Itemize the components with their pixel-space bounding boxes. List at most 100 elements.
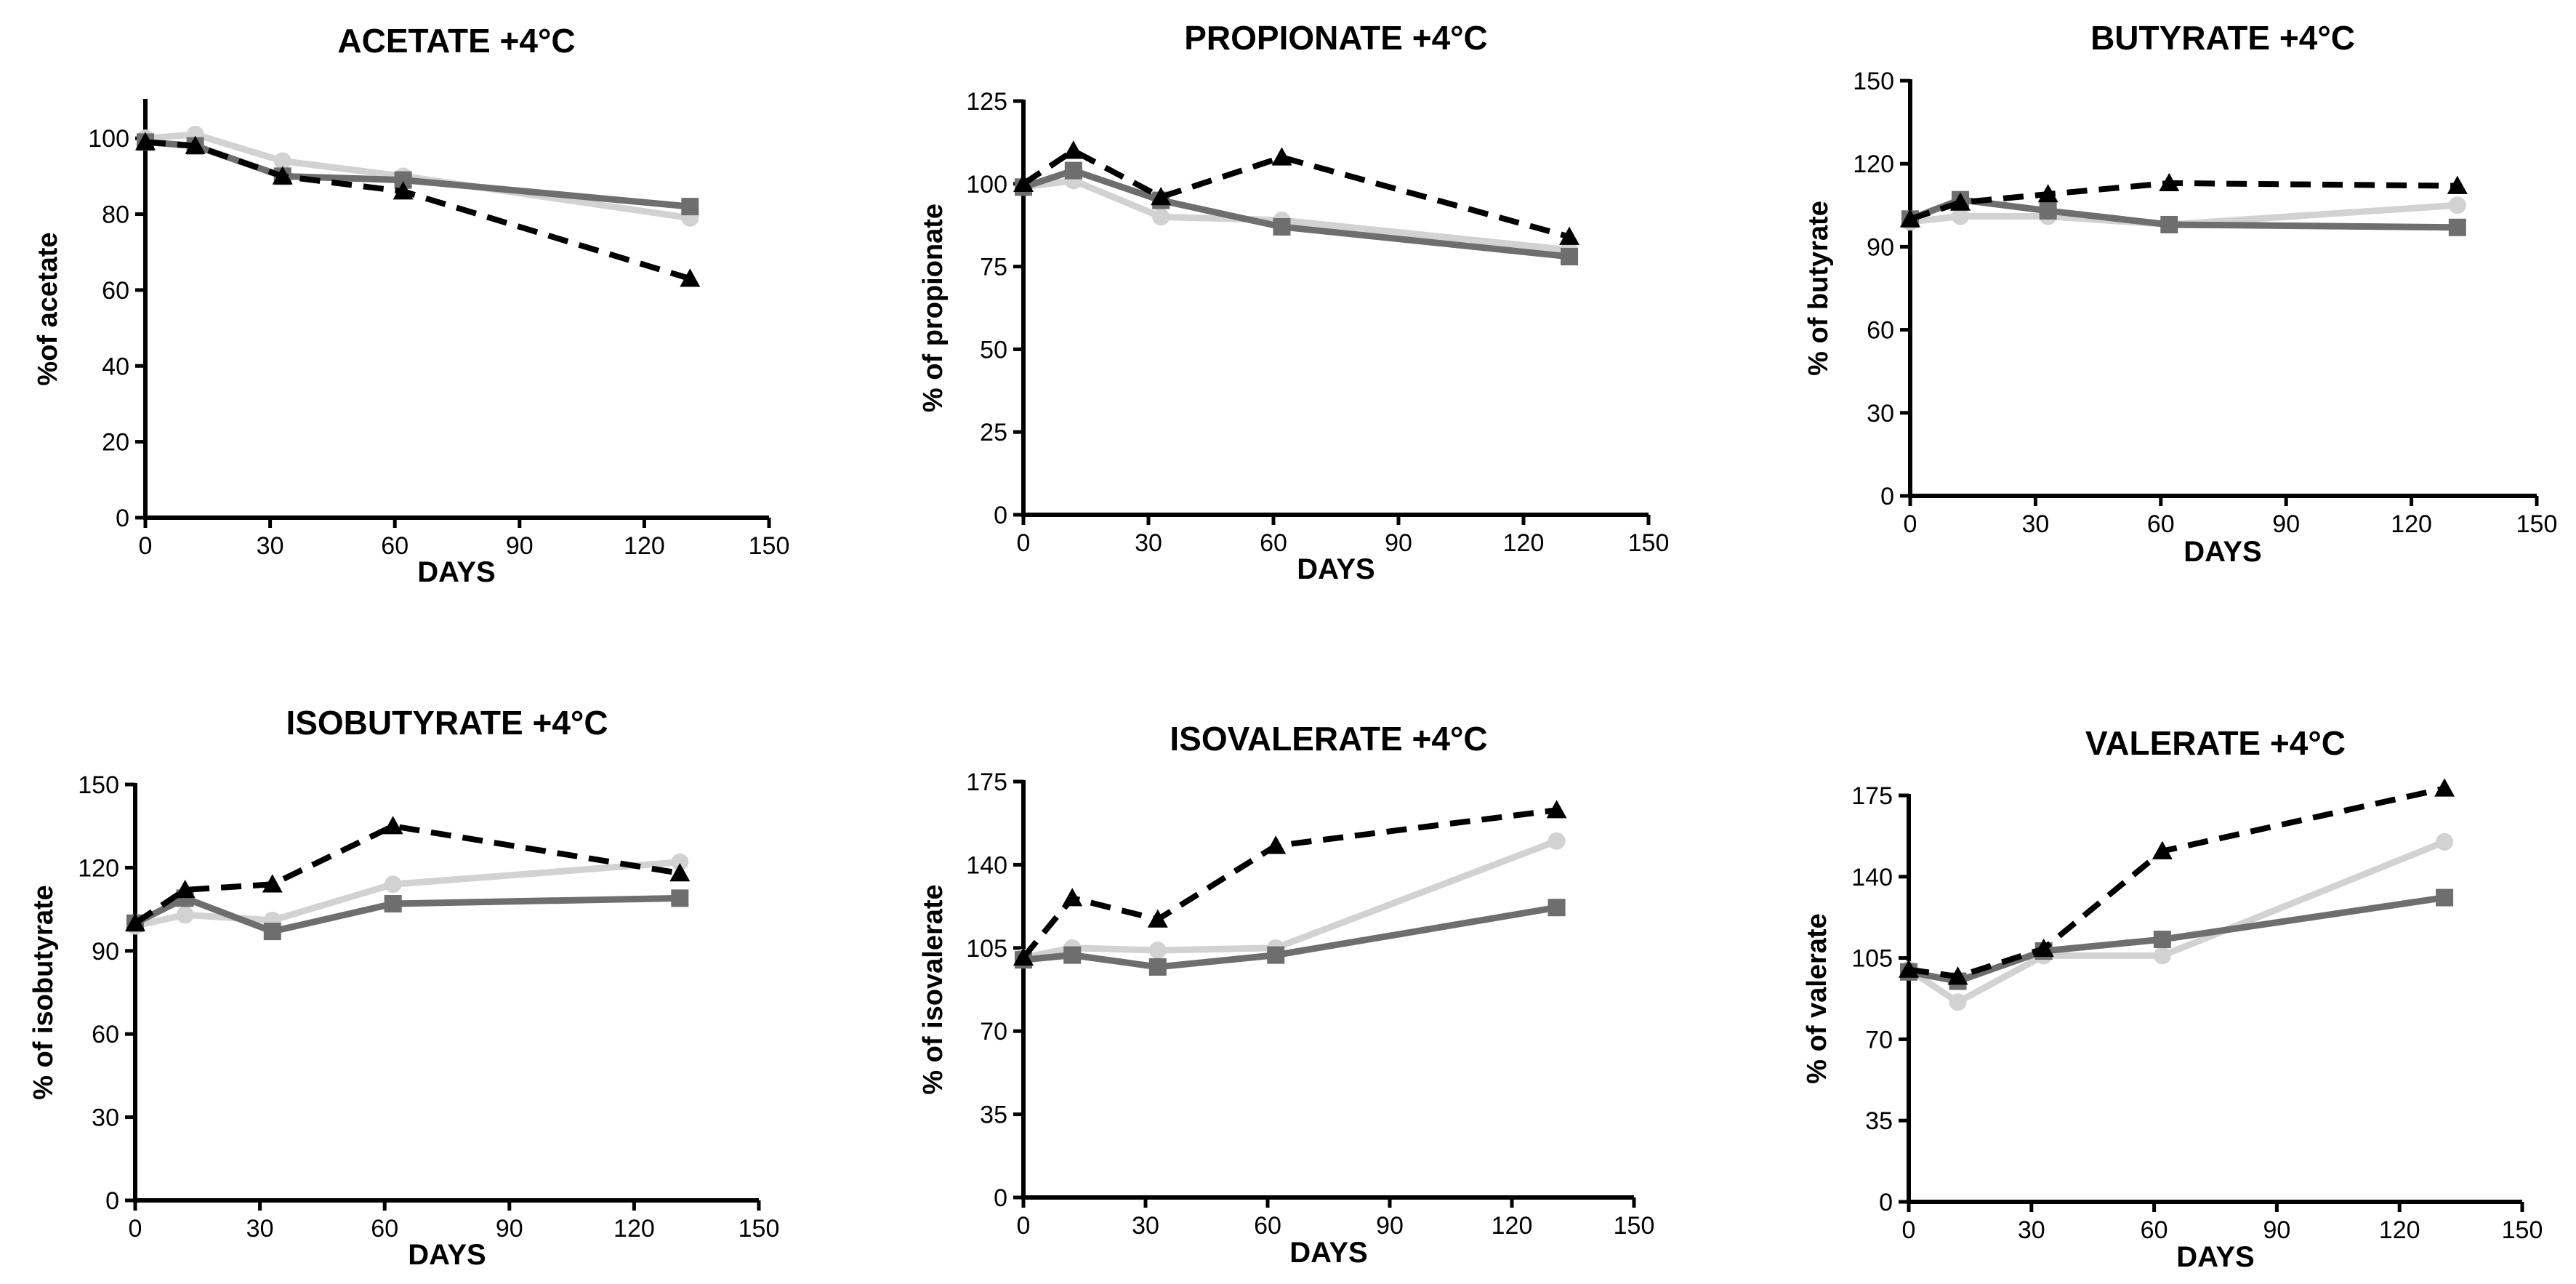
y-tick-label: 175: [966, 769, 1007, 796]
x-tick-label: 0: [1904, 510, 1917, 538]
data-point-square: [2448, 218, 2466, 236]
x-tick-label: 150: [2516, 510, 2558, 538]
y-tick-label: 140: [1851, 864, 1893, 891]
chart-panel-2: PROPIONATE +4°C 0 30 60 90 120 150 0 25 50 75 100 12…: [918, 19, 1669, 585]
data-point-triangle: [393, 181, 414, 200]
y-tick-label: 90: [92, 938, 119, 966]
series-circle-light-gray: [1900, 832, 2454, 1011]
series-line: [1021, 148, 1571, 240]
data-point-triangle: [2434, 778, 2455, 797]
data-point-square: [1148, 958, 1167, 976]
data-point-square: [681, 198, 699, 216]
data-point-square: [1267, 946, 1285, 964]
x-tick-label: 60: [381, 532, 408, 560]
y-tick-label: 120: [1853, 151, 1894, 178]
chart-panel-3: BUTYRATE +4°C 0 30 60 90 120 150 0 30 60 90 120 150%…: [1803, 19, 2557, 568]
x-tick-label: 60: [1260, 529, 1287, 557]
x-tick-label: 60: [2141, 1216, 2168, 1244]
data-point-triangle: [2159, 172, 2180, 192]
data-point-triangle: [1947, 966, 1968, 985]
chart-panel-5: ISOVALERATE +4°C 0 30 60 90 120 150 0 35 70 105 140…: [918, 720, 1654, 1269]
y-axis-label: % of propionate: [918, 204, 949, 412]
data-point-triangle: [2033, 938, 2054, 958]
y-axis-label: %of acetate: [33, 232, 63, 385]
chart-title: BUTYRATE +4°C: [2090, 19, 2355, 57]
data-point-triangle: [1559, 226, 1580, 245]
x-tick-label: 30: [2021, 510, 2049, 538]
y-tick-label: 60: [1867, 317, 1894, 345]
data-point-circle: [2436, 832, 2454, 851]
series-square-dark-gray: [1015, 161, 1579, 265]
y-tick-label: 0: [105, 1187, 119, 1215]
x-tick-label: 150: [1628, 529, 1670, 557]
y-axis-label: % of isovalerate: [918, 884, 949, 1094]
series-triangle-dashed: [1013, 800, 1567, 966]
data-point-triangle: [174, 879, 196, 899]
y-tick-label: 100: [966, 171, 1007, 198]
y-axis-label: % of isobutyrate: [28, 885, 59, 1100]
y-tick-label: 70: [980, 1018, 1007, 1046]
data-point-triangle: [1013, 947, 1034, 966]
series-line: [1023, 904, 1558, 971]
data-point-triangle: [1062, 888, 1083, 907]
x-tick-label: 60: [371, 1215, 398, 1243]
y-tick-label: 75: [980, 254, 1007, 281]
data-point-triangle: [2037, 184, 2058, 203]
chart-panel-6: VALERATE +4°C 0 30 60 90 120 150 0 35 70 105 140 175…: [1802, 724, 2543, 1273]
x-axis-label: DAYS: [408, 1239, 486, 1271]
x-tick-label: 150: [1614, 1212, 1655, 1240]
data-point-triangle: [1151, 187, 1172, 206]
x-axis-label: DAYS: [1289, 1237, 1367, 1269]
data-point-triangle: [669, 863, 691, 882]
y-tick-label: 100: [88, 125, 129, 153]
data-point-circle: [1152, 208, 1170, 226]
chart-panel-1: ACETATE +4°C 0 30 60 90 120 150 0 20 40 60 80 100 %of…: [33, 22, 789, 588]
x-axis-label: DAYS: [1297, 553, 1374, 585]
data-point-circle: [384, 875, 402, 894]
x-axis-label: DAYS: [2183, 536, 2261, 568]
x-tick-label: 0: [129, 1215, 142, 1243]
series-line: [1907, 838, 2446, 1006]
y-tick-label: 25: [980, 419, 1007, 446]
data-point-triangle: [1949, 192, 1971, 211]
y-tick-label: 125: [966, 88, 1007, 116]
series-circle-light-gray: [1015, 832, 1566, 966]
data-point-square: [2039, 201, 2057, 220]
x-tick-label: 120: [624, 532, 665, 560]
series-triangle-dashed: [1013, 140, 1580, 245]
x-tick-label: 90: [1376, 1212, 1404, 1240]
y-tick-label: 0: [1879, 1189, 1893, 1216]
y-tick-label: 0: [994, 502, 1007, 529]
data-point-circle: [176, 906, 194, 924]
data-point-triangle: [1271, 147, 1292, 166]
data-point-triangle: [382, 816, 403, 835]
y-tick-label: 70: [1865, 1026, 1893, 1054]
y-tick-label: 35: [980, 1102, 1007, 1129]
y-tick-label: 105: [966, 935, 1007, 963]
chart-title: ISOBUTYRATE +4°C: [286, 704, 608, 742]
series-triangle-dashed: [125, 816, 691, 931]
data-point-triangle: [262, 874, 283, 893]
y-tick-label: 0: [116, 505, 129, 532]
data-point-triangle: [680, 268, 701, 287]
data-point-triangle: [1063, 140, 1084, 159]
data-point-square: [2153, 931, 2171, 949]
x-tick-label: 0: [1017, 529, 1031, 557]
x-tick-label: 90: [2263, 1216, 2290, 1244]
x-tick-label: 30: [257, 532, 284, 560]
y-tick-label: 60: [102, 277, 129, 305]
series-line: [1021, 807, 1558, 960]
series-triangle-dashed: [1900, 172, 2468, 228]
x-tick-label: 150: [2502, 1216, 2543, 1244]
y-tick-label: 140: [966, 851, 1007, 879]
x-tick-label: 30: [246, 1215, 274, 1243]
data-point-triangle: [2152, 840, 2173, 859]
data-point-square: [1547, 899, 1566, 917]
data-point-triangle: [1013, 173, 1034, 192]
data-point-triangle: [2447, 175, 2468, 194]
y-tick-label: 150: [78, 771, 119, 799]
y-tick-label: 150: [1853, 68, 1894, 95]
chart-title: VALERATE +4°C: [2085, 724, 2346, 762]
y-tick-label: 40: [102, 353, 129, 380]
y-axis-label: % of valerate: [1802, 913, 1832, 1083]
